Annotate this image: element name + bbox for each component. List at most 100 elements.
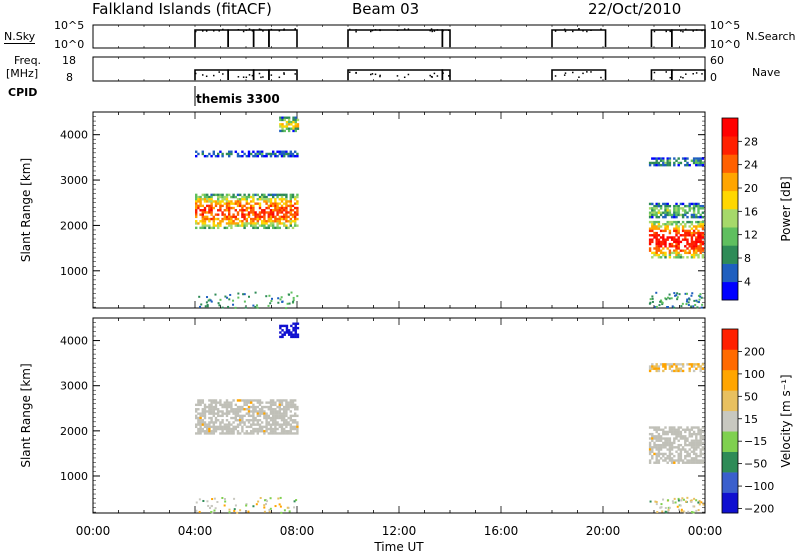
echo-cell <box>296 333 300 336</box>
echo-cell <box>217 427 220 431</box>
echo-cell <box>223 405 226 409</box>
echo-cell <box>684 223 687 226</box>
echo-cell <box>203 198 207 201</box>
echo-cell <box>280 511 283 514</box>
echo-cell <box>685 500 688 503</box>
echo-cell <box>659 240 663 244</box>
echo-cell <box>237 296 240 299</box>
echo-cell <box>659 249 663 252</box>
echo-cell <box>203 403 207 407</box>
echo-cell <box>673 441 676 445</box>
echo-cell <box>294 198 297 201</box>
echo-cell <box>673 245 676 248</box>
echo-cell <box>206 305 209 308</box>
echo-cell <box>214 213 218 216</box>
echo-cell <box>659 457 663 460</box>
echo-cell <box>206 427 209 431</box>
echo-cell <box>677 240 680 244</box>
echo-cell <box>283 224 286 227</box>
echo-cell <box>686 439 689 442</box>
echo-cell <box>250 152 253 156</box>
freq-trace <box>268 69 298 80</box>
echo-cell <box>203 408 207 411</box>
echo-cell <box>690 446 694 449</box>
echo-cell <box>212 430 215 433</box>
echo-cell <box>674 501 677 504</box>
echo-cell <box>680 305 683 308</box>
freq-trace <box>347 69 444 80</box>
echo-cell <box>688 231 691 235</box>
echo-cell <box>278 152 281 156</box>
echo-cell <box>695 441 698 445</box>
echo-cell <box>653 367 656 370</box>
echo-cell <box>688 163 691 167</box>
echo-cell <box>256 405 259 409</box>
echo-cell <box>208 427 211 431</box>
echo-cell <box>234 202 237 205</box>
echo-cell <box>699 223 702 226</box>
echo-cell <box>281 300 284 303</box>
echo-cell <box>687 301 690 304</box>
echo-cell <box>292 335 295 339</box>
echo-cell <box>668 437 672 440</box>
velocity-colorbar-label: 15 <box>744 413 758 426</box>
nsky-point <box>582 30 584 32</box>
time-tick-label: 00:00 <box>76 524 111 538</box>
echo-cell <box>197 403 200 407</box>
echo-cell <box>690 227 694 230</box>
echo-cell <box>274 154 277 158</box>
echo-cell <box>267 204 270 208</box>
nsky-point <box>205 30 208 32</box>
echo-cell <box>269 408 273 411</box>
echo-cell <box>666 213 669 217</box>
echo-cell <box>695 299 698 302</box>
echo-cell <box>252 200 255 203</box>
echo-cell <box>662 251 665 255</box>
echo-cell <box>699 369 702 373</box>
echo-cell <box>670 213 674 217</box>
nave-tick-top: 60 <box>710 54 724 67</box>
echo-cell <box>234 425 237 429</box>
echo-cell <box>695 461 698 464</box>
echo-cell <box>690 443 694 447</box>
echo-cell <box>272 220 275 223</box>
nsky-point <box>283 28 285 30</box>
echo-cell <box>201 412 204 415</box>
echo-cell <box>289 414 292 418</box>
nave-point <box>692 73 694 75</box>
echo-cell <box>701 215 705 219</box>
echo-cell <box>234 419 237 422</box>
echo-cell <box>283 427 286 431</box>
echo-cell <box>283 222 286 225</box>
echo-cell <box>662 161 665 165</box>
echo-cell <box>278 410 281 413</box>
echo-cell <box>258 410 262 413</box>
echo-cell <box>285 116 289 119</box>
echo-cell <box>250 222 253 225</box>
echo-cell <box>247 202 251 205</box>
echo-cell <box>692 161 696 165</box>
echo-cell <box>668 443 672 447</box>
echo-cell <box>261 211 264 214</box>
echo-cell <box>250 414 253 418</box>
echo-cell <box>289 410 292 413</box>
echo-cell <box>210 410 213 413</box>
echo-cell <box>279 496 282 499</box>
echo-cell <box>280 430 284 433</box>
echo-cell <box>692 231 696 235</box>
echo-cell <box>247 213 251 216</box>
echo-cell <box>692 234 696 237</box>
echo-cell <box>677 446 680 449</box>
echo-cell <box>269 410 273 413</box>
echo-cell <box>250 425 253 429</box>
echo-cell <box>265 226 268 230</box>
echo-cell <box>686 256 689 259</box>
echo-cell <box>279 505 282 508</box>
echo-cell <box>199 416 202 420</box>
echo-cell <box>690 238 694 241</box>
nave-point <box>586 71 588 73</box>
echo-cell <box>677 459 680 462</box>
echo-cell <box>225 425 229 429</box>
nsky-point <box>669 30 671 33</box>
echo-cell <box>686 247 689 250</box>
